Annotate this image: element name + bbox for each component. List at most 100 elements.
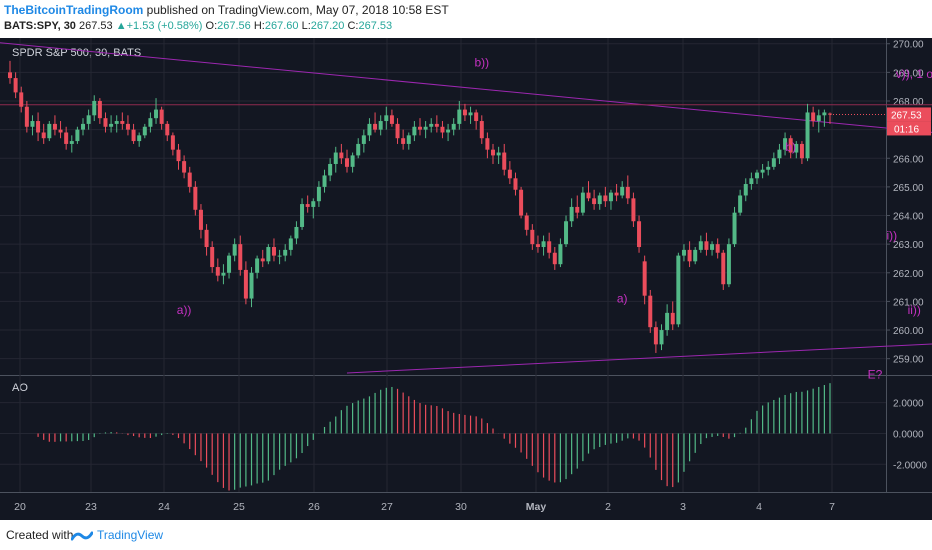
candle-body [485,138,490,150]
time-tick-label: 26 [308,501,320,513]
candle-body [513,178,518,190]
tradingview-link[interactable]: TradingView [97,528,164,542]
candle-body [726,244,731,285]
low-value: 267.20 [310,20,345,32]
candle-body [154,109,159,119]
oscillator-tick-label: 0.0000 [893,429,924,440]
candle-body [131,129,136,142]
candle-body [36,121,41,133]
publish-header: TheBitcoinTradingRoom published on Tradi… [0,0,932,38]
candle-body [300,204,305,227]
candle-body [479,121,484,139]
candle-body [148,118,153,127]
candle-body [176,149,181,162]
symbol-label: BATS:SPY, 30 [4,20,76,32]
up-triangle-icon: ▲ [115,20,127,32]
candle-body [698,241,703,250]
candle-body [653,327,658,345]
candle-body [603,195,608,202]
candle-body [743,184,748,196]
candle-body [255,258,260,273]
price-tick-label: 260.00 [893,326,924,337]
candle-body [710,244,715,250]
candle-body [8,72,12,79]
wave-annotation[interactable]: ii)) [908,303,921,317]
candle-body [260,258,265,262]
candle-body [811,112,816,122]
price-tick-label: 268.00 [893,97,924,108]
candle-body [681,249,686,256]
candle-body [210,247,215,268]
candle-body [227,255,232,273]
candle-body [266,247,271,262]
price-tick-label: 270.00 [893,40,924,51]
chart-canvas[interactable]: SPDR S&P 500, 30, BATS AO 270.00269.0026… [0,38,932,520]
candle-body [92,100,97,116]
wave-annotation[interactable]: a) [617,292,628,306]
open-value: 267.56 [217,20,251,32]
candle-body [159,109,164,124]
candle-body [530,229,535,245]
candle-body [502,152,507,170]
wave-annotation[interactable]: b) [785,140,796,154]
candle-body [378,121,383,130]
candle-body [665,312,670,331]
price-tick-label: 265.00 [893,183,924,194]
candle-body [120,121,125,124]
candle-body [294,226,299,239]
candle-body [198,209,203,230]
candle-body [721,252,726,285]
wave-annotation[interactable]: E? [868,367,883,381]
wave-annotation[interactable]: i)) [886,229,897,243]
candle-body [170,135,175,150]
price-tick-label: 266.00 [893,154,924,165]
candle-body [361,135,366,144]
candle-body [75,129,80,142]
price-tick-label: 262.00 [893,269,924,280]
wave-annotation[interactable]: b)) [474,55,489,69]
candle-body [193,186,198,210]
time-tick-label: 25 [233,501,245,513]
candle-body [440,126,445,133]
oscillator-tick-label: -2.0000 [893,460,927,471]
candle-body [519,189,524,216]
candle-body [766,166,771,170]
candle-body [575,206,580,213]
high-value: 267.60 [264,20,299,32]
candle-body [356,143,361,156]
candle-body [732,212,737,245]
candle-body [805,112,810,159]
candle-body [125,123,130,130]
candle-body [322,175,327,187]
candle-body [423,126,428,130]
candle-body [19,92,24,107]
candle-body [659,330,664,345]
candle-body [64,132,69,144]
candle-body [81,123,86,130]
candle-body [367,123,372,136]
author-link[interactable]: TheBitcoinTradingRoom [4,3,144,17]
last-price-badge [887,107,931,122]
trendline-lower[interactable] [346,336,932,374]
time-tick-label: 24 [158,501,170,513]
candle-body [754,172,759,179]
candle-body [541,241,546,248]
candle-body [389,115,394,124]
wave-annotation[interactable]: a)) [177,303,192,317]
wave-annotation[interactable]: v)), 1 or i) of v)) [896,67,932,81]
candle-body [243,269,248,299]
candle-body [637,221,642,248]
candle-body [305,204,310,207]
candle-body [97,100,102,119]
candle-body [316,186,321,202]
candle-body [771,158,776,167]
chart-background [0,38,932,520]
time-tick-label: 2 [605,501,611,513]
candle-body [283,249,288,256]
chart-area[interactable]: SPDR S&P 500, 30, BATS AO 270.00 269.00 26… [0,38,932,520]
last-price-label: 267.53 [891,110,922,121]
footer: Created with TradingView [0,520,932,550]
candle-body [221,272,226,276]
candle-body [738,195,743,213]
countdown-label: 01:16 [894,124,919,135]
